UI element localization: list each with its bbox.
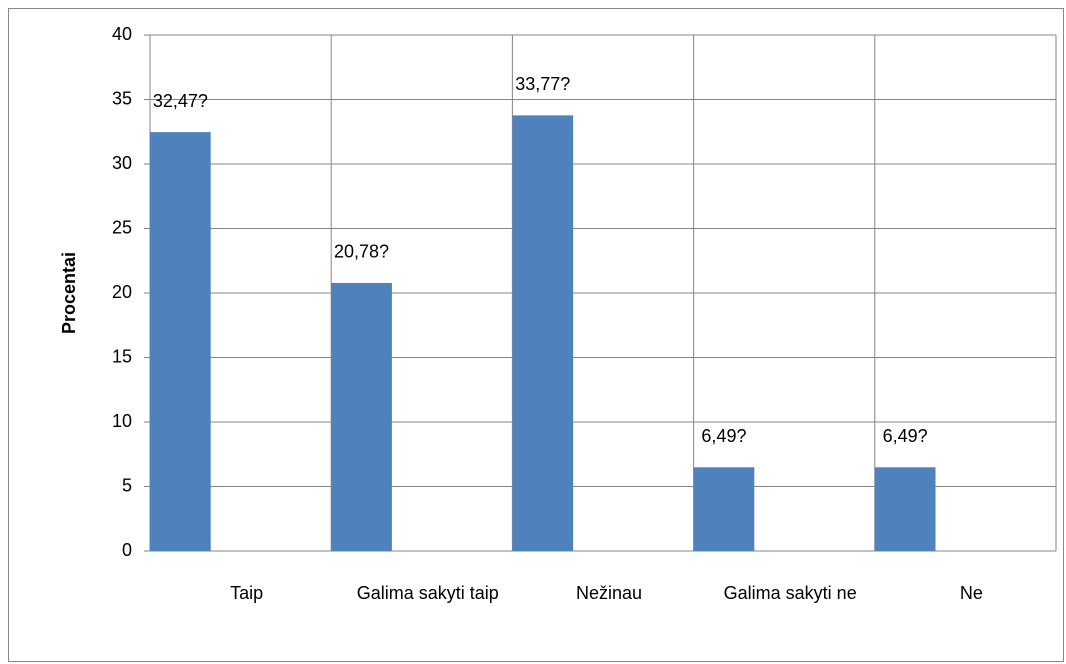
bar	[150, 132, 211, 551]
y-tick-label: 25	[112, 217, 132, 237]
y-tick-label: 0	[122, 540, 132, 560]
data-label: 6,49?	[701, 426, 746, 446]
x-tick-label: Galima sakyti taip	[356, 583, 499, 603]
x-tick-label: Taip	[230, 583, 264, 603]
y-tick-label: 40	[112, 24, 132, 44]
bar	[874, 467, 936, 551]
bar	[693, 467, 755, 551]
y-tick-label: 5	[122, 475, 132, 495]
y-tick-label: 20	[112, 282, 132, 302]
data-label: 20,78?	[334, 242, 389, 262]
y-tick-label: 30	[112, 153, 132, 173]
data-label: 6,49?	[883, 426, 928, 446]
y-axis-title: Procentai	[59, 252, 79, 334]
x-tick-label: Nežinau	[575, 583, 643, 603]
x-tick-label: Ne	[959, 583, 983, 603]
data-label: 32,47?	[153, 91, 208, 111]
bar	[512, 115, 574, 551]
data-label: 33,77?	[515, 74, 570, 94]
x-tick-label: Galima sakyti ne	[723, 583, 857, 603]
y-tick-label: 35	[112, 88, 132, 108]
bar	[331, 282, 392, 551]
y-tick-label: 15	[112, 346, 132, 366]
y-tick-label: 10	[112, 411, 132, 431]
